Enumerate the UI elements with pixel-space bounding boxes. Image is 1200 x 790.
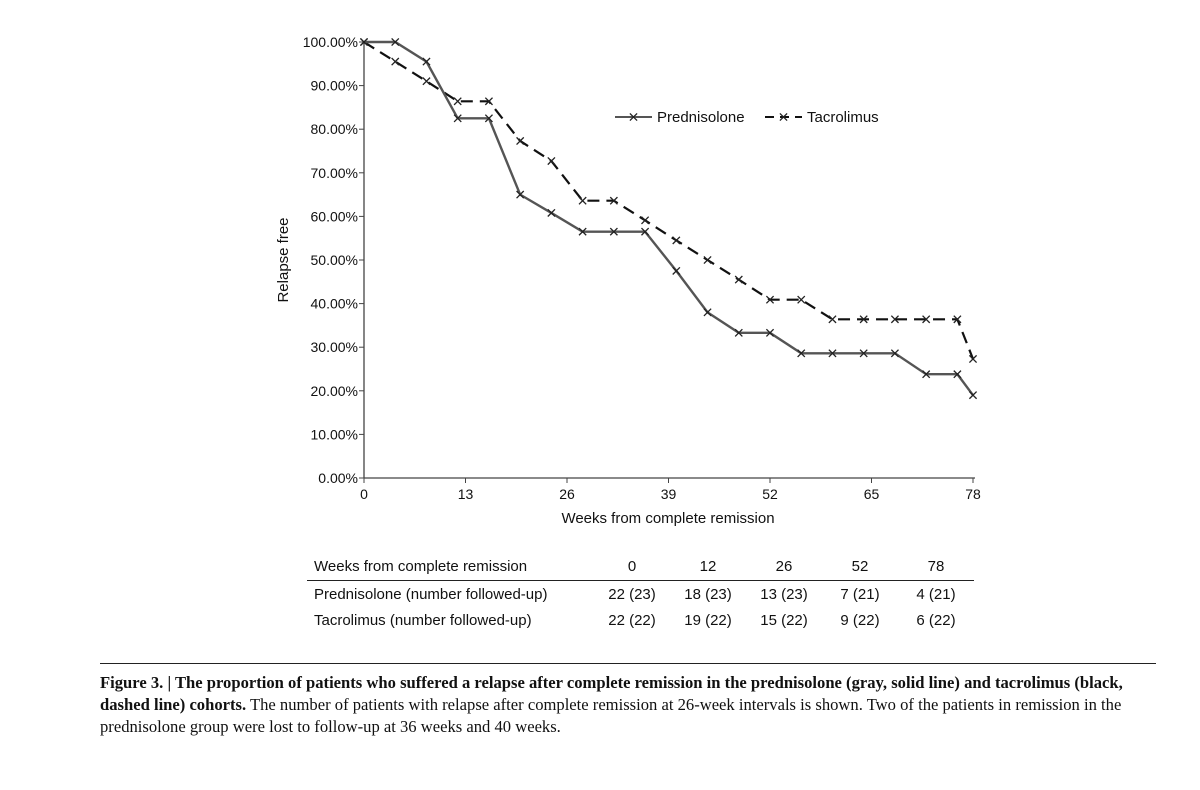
table-header-cell: Weeks from complete remission — [307, 552, 594, 581]
x-tick-label: 39 — [661, 486, 677, 502]
tacrolimus-point — [672, 236, 681, 245]
tacrolimus-point — [453, 97, 462, 106]
x-tick-label: 26 — [559, 486, 575, 502]
prednisolone-point — [547, 208, 556, 217]
prednisolone-point — [672, 266, 681, 275]
table-header-cell: 52 — [822, 552, 898, 581]
table-cell: 9 (22) — [840, 611, 880, 629]
table-header-cell: 26 — [746, 552, 822, 581]
y-tick-label: 60.00% — [311, 208, 358, 224]
x-tick-label: 13 — [458, 486, 474, 502]
y-tick-label: 20.00% — [311, 383, 358, 399]
legend-prednisolone-marker — [629, 112, 638, 122]
tacrolimus-point — [797, 295, 806, 304]
tacrolimus-point — [828, 315, 837, 324]
tacrolimus-line — [363, 41, 975, 360]
prednisolone-point — [859, 349, 868, 358]
prednisolone-point — [641, 227, 650, 236]
legend-tacrolimus-marker — [779, 112, 788, 122]
caption-text: The number of patients with relapse afte… — [100, 695, 1122, 736]
tacrolimus-point — [578, 196, 587, 205]
prednisolone-point — [609, 227, 618, 236]
prednisolone-point — [516, 190, 525, 199]
table-header-cell: 78 — [898, 552, 974, 581]
table-cell: 18 (23) — [684, 585, 732, 603]
chart-axes — [363, 42, 975, 479]
table-header-row: Weeks from complete remission 0 12 26 52… — [307, 552, 974, 581]
table-cell: 15 (22) — [760, 611, 808, 629]
legend-prednisolone-label: Prednisolone — [657, 109, 745, 126]
table-row: Tacrolimus (number followed-up) 22 (22) … — [307, 607, 974, 633]
prednisolone-point — [797, 349, 806, 358]
prednisolone-point — [391, 37, 400, 47]
tacrolimus-point — [641, 216, 650, 225]
prednisolone-point — [734, 328, 743, 337]
y-tick-label: 100.00% — [303, 34, 358, 50]
chart-series — [359, 37, 978, 400]
y-axis-label: Relapse free — [275, 217, 292, 302]
table-header-cell: 12 — [670, 552, 746, 581]
tacrolimus-point — [547, 156, 556, 166]
tacrolimus-point — [391, 57, 400, 66]
tacrolimus-point — [516, 136, 525, 146]
prednisolone-point — [484, 114, 493, 123]
relapse-free-chart: 0.00% 10.00% 20.00% 30.00% 40.00% 50.00% 60.00… — [275, 34, 981, 527]
tacrolimus-point — [859, 315, 868, 324]
caption-divider — [100, 663, 1156, 664]
table-cell: 19 (22) — [684, 611, 732, 629]
prednisolone-point — [828, 349, 837, 358]
y-tick-label: 70.00% — [311, 165, 358, 181]
table-cell: Prednisolone (number followed-up) — [314, 585, 548, 603]
prednisolone-point — [578, 227, 587, 236]
prednisolone-point — [359, 37, 369, 47]
prednisolone-line — [364, 40, 974, 396]
figure-caption: Figure 3. | The proportion of patients w… — [100, 672, 1160, 738]
table-cell: 22 (23) — [608, 585, 656, 603]
tacrolimus-point — [422, 77, 431, 86]
table-cell: 22 (22) — [608, 611, 656, 629]
table-cell: 4 (21) — [916, 585, 956, 603]
prednisolone-point — [703, 308, 712, 317]
tacrolimus-point — [734, 275, 743, 284]
tacrolimus-point — [765, 295, 775, 304]
x-tick-label: 65 — [864, 486, 880, 502]
prednisolone-point — [953, 370, 962, 379]
prednisolone-point — [922, 370, 931, 379]
y-tick-label: 40.00% — [311, 296, 358, 312]
table-cell: 13 (23) — [760, 585, 808, 603]
tacrolimus-point — [703, 255, 712, 265]
y-tick-label: 30.00% — [311, 339, 358, 355]
table-cell: Tacrolimus (number followed-up) — [314, 611, 532, 629]
tacrolimus-point — [609, 196, 618, 205]
table-row: Prednisolone (number followed-up) 22 (23… — [307, 581, 974, 608]
prednisolone-point — [453, 114, 462, 123]
chart-legend: Prednisolone Tacrolimus — [615, 109, 879, 126]
table-cell: 6 (22) — [916, 611, 956, 629]
tacrolimus-point — [484, 97, 493, 106]
x-tick-label: 0 — [360, 486, 368, 502]
x-tick-label: 78 — [965, 486, 981, 502]
y-axis-ticks: 0.00% 10.00% 20.00% 30.00% 40.00% 50.00% 60.00… — [303, 34, 364, 486]
table-cell: 7 (21) — [840, 585, 880, 603]
tacrolimus-point — [968, 354, 978, 364]
prednisolone-point — [968, 391, 978, 400]
y-tick-label: 0.00% — [318, 470, 358, 486]
caption-title: Figure 3. | The proportion of patients w… — [100, 673, 1123, 714]
tacrolimus-point — [953, 315, 962, 324]
prednisolone-point — [422, 57, 431, 66]
y-tick-label: 10.00% — [311, 426, 358, 442]
followup-table: Weeks from complete remission 0 12 26 52… — [307, 552, 974, 633]
prednisolone-point — [890, 349, 899, 358]
prednisolone-point — [765, 328, 775, 337]
tacrolimus-point — [922, 315, 931, 324]
y-tick-label: 90.00% — [311, 78, 358, 94]
tacrolimus-point — [890, 315, 899, 324]
table-header-cell: 0 — [594, 552, 670, 581]
x-axis-ticks: 0 13 26 39 52 65 78 — [360, 478, 981, 502]
x-axis-label: Weeks from complete remission — [561, 510, 774, 527]
legend-tacrolimus-label: Tacrolimus — [807, 109, 879, 126]
y-tick-label: 50.00% — [311, 252, 358, 268]
x-tick-label: 52 — [762, 486, 778, 502]
y-tick-label: 80.00% — [311, 121, 358, 137]
